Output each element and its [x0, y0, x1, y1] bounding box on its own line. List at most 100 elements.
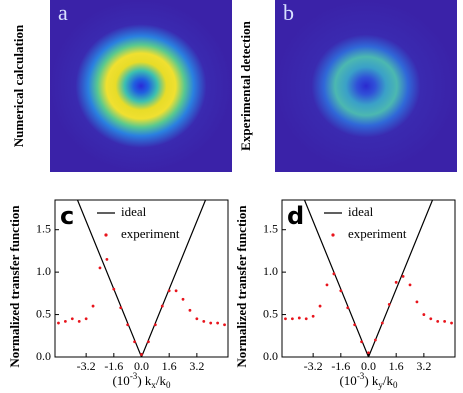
x-tick-label: -1.6: [104, 359, 123, 373]
data-point: [360, 340, 363, 344]
legend-label: experiment: [348, 226, 407, 241]
panel-letter: b: [283, 0, 294, 25]
data-point: [450, 321, 453, 325]
data-point: [105, 258, 109, 261]
data-point: [380, 321, 384, 325]
data-point: [353, 323, 357, 327]
data-point: [346, 306, 350, 310]
data-point: [147, 340, 150, 344]
data-point: [401, 274, 405, 278]
data-point: [332, 272, 336, 276]
axes-frame: [54, 199, 229, 358]
data-point: [223, 323, 226, 327]
x-axis-label-part: 0: [166, 380, 171, 390]
data-point: [91, 304, 95, 308]
x-tick-label: 0.0: [361, 359, 376, 373]
y-tick-label: 0.5: [263, 306, 278, 320]
data-point: [167, 289, 171, 293]
x-axis-label-part: x: [151, 380, 156, 390]
x-axis-label: (10-3) ky/k0: [339, 371, 398, 390]
data-point: [374, 338, 377, 342]
x-axis-label: (10-3) kx/k0: [112, 371, 171, 390]
x-axis-label-part: ) k: [137, 373, 152, 388]
image-label: Experimental detection: [238, 20, 253, 150]
image-b: [275, 0, 457, 172]
data-point: [188, 308, 192, 312]
y-tick-label: 0.0: [36, 349, 51, 363]
data-point: [429, 317, 433, 321]
data-point: [181, 297, 185, 301]
x-tick-label: 0.0: [134, 359, 149, 373]
y-tick-label: 1.0: [263, 264, 278, 278]
data-point: [119, 306, 123, 310]
x-axis-label-part: /k: [156, 373, 167, 388]
data-point: [57, 321, 60, 325]
x-axis-label-part: -3: [130, 371, 138, 381]
data-point: [160, 304, 164, 308]
legend-swatch: [104, 233, 108, 237]
x-axis-label-part: /k: [383, 373, 394, 388]
axes-frame: [281, 199, 456, 358]
data-point: [408, 283, 412, 287]
data-point: [284, 317, 287, 321]
legend-label: experiment: [121, 226, 180, 241]
x-tick-label: 3.2: [189, 359, 204, 373]
x-tick-label: -1.6: [331, 359, 350, 373]
y-tick-label: 1.5: [263, 221, 278, 235]
data-point: [202, 319, 206, 323]
y-axis-label: Normalized transfer function: [234, 205, 249, 368]
data-point: [77, 319, 81, 323]
data-point: [297, 316, 301, 320]
x-tick-label: 3.2: [416, 359, 431, 373]
x-axis-label-part: -3: [357, 371, 365, 381]
data-point: [311, 314, 315, 318]
x-axis-label-part: (10: [339, 373, 356, 388]
x-tick-label: 1.6: [162, 359, 177, 373]
legend-label: ideal: [121, 204, 147, 219]
image-a: [50, 0, 232, 172]
data-point: [216, 321, 220, 325]
data-point: [422, 313, 426, 316]
data-point: [367, 351, 370, 355]
data-point: [436, 319, 440, 323]
data-point: [133, 340, 136, 344]
y-axis-label: Normalized transfer function: [7, 205, 22, 368]
panel-letter: a: [58, 0, 68, 25]
data-point: [318, 304, 322, 308]
legend-swatch: [331, 233, 335, 237]
panel-letter: c: [60, 202, 74, 230]
data-point: [112, 287, 116, 291]
y-tick-label: 1.5: [36, 221, 51, 235]
ideal-line: [303, 200, 434, 357]
x-axis-label-part: 0: [393, 380, 398, 390]
data-point: [339, 289, 343, 293]
panel-letter: d: [287, 202, 304, 230]
data-point: [195, 317, 199, 321]
data-point: [84, 317, 88, 321]
data-point: [70, 317, 74, 321]
data-point: [98, 266, 102, 270]
image-label: Numerical calculation: [11, 24, 26, 147]
data-point: [290, 317, 294, 321]
x-axis-label-part: y: [378, 380, 383, 390]
data-point: [304, 317, 308, 321]
data-point: [63, 319, 67, 323]
ideal-line: [76, 200, 207, 357]
legend-label: ideal: [348, 204, 374, 219]
data-point: [443, 319, 447, 323]
x-axis-label-part: (10: [112, 373, 129, 388]
y-tick-label: 1.0: [36, 264, 51, 278]
data-point: [394, 280, 398, 284]
y-tick-label: 0.0: [263, 349, 278, 363]
data-point: [387, 302, 391, 306]
data-point: [140, 353, 143, 356]
x-tick-label: -3.2: [77, 359, 96, 373]
data-point: [209, 321, 213, 325]
data-point: [153, 323, 157, 327]
data-point: [126, 323, 130, 327]
x-tick-label: -3.2: [304, 359, 323, 373]
x-tick-label: 1.6: [389, 359, 404, 373]
data-point: [174, 289, 178, 293]
x-axis-label-part: ) k: [364, 373, 379, 388]
